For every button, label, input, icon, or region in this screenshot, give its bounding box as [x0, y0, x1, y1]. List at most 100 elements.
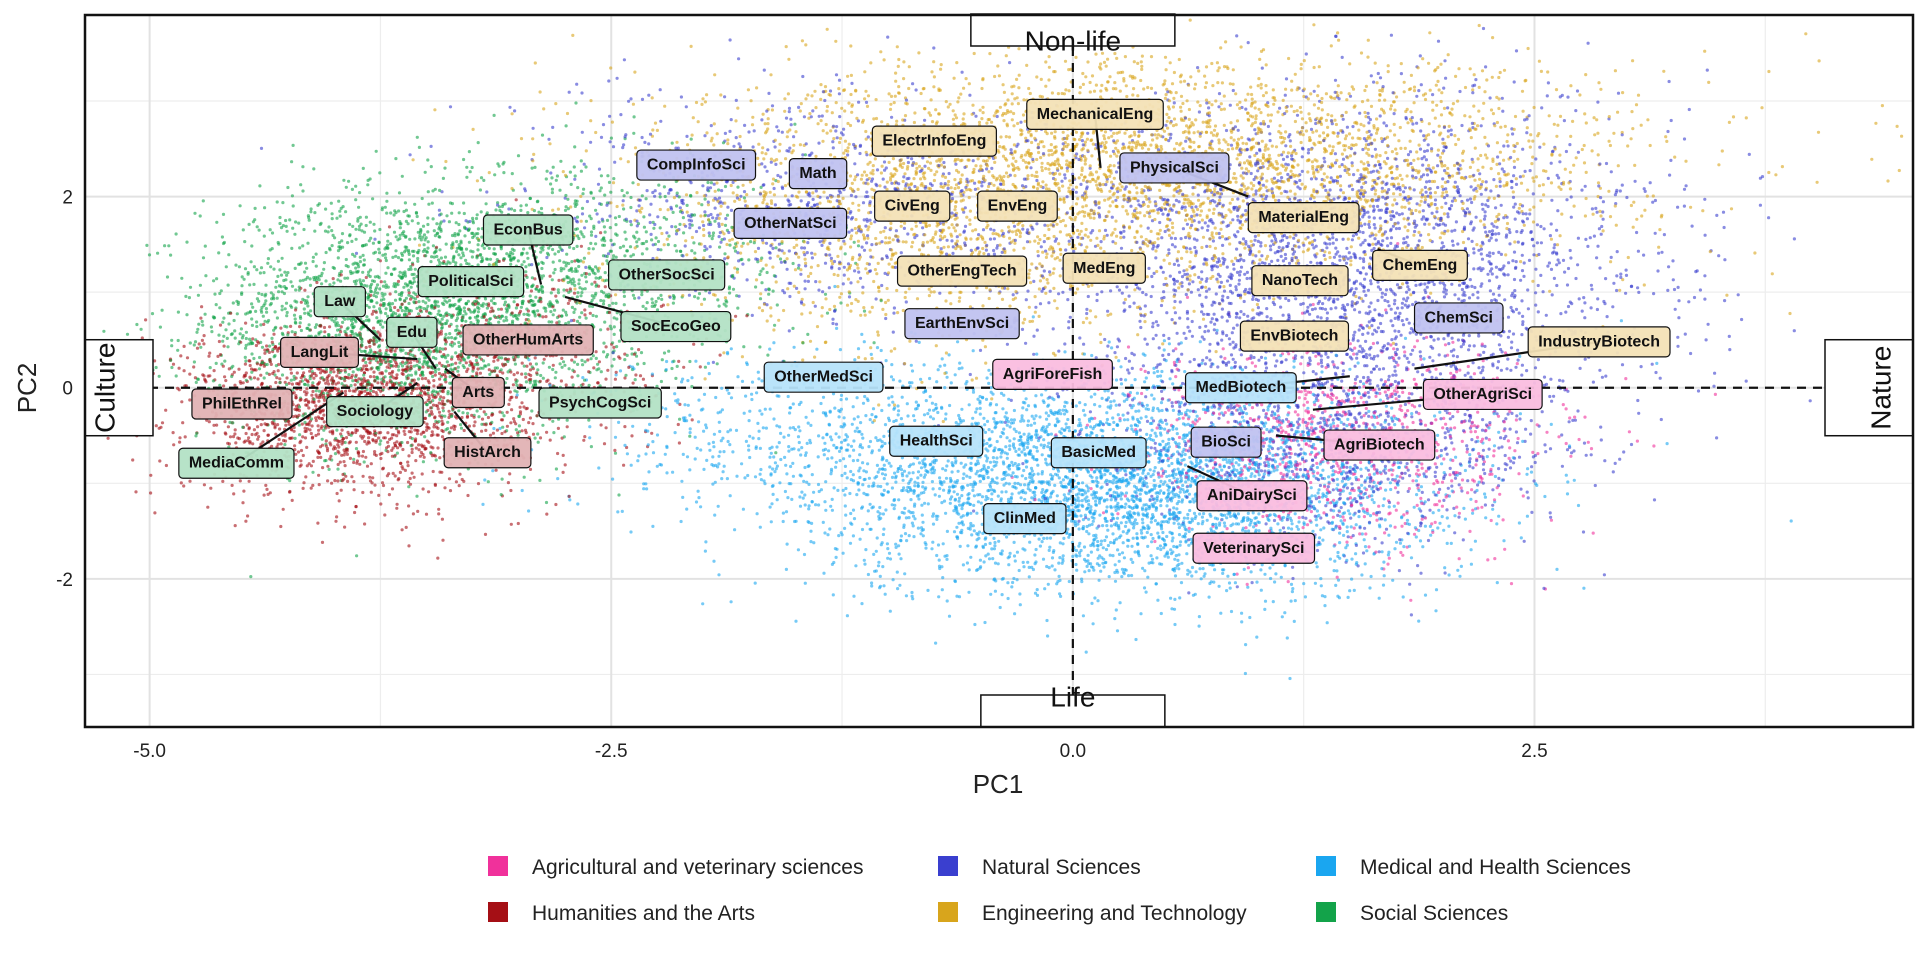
- scatter-point: [786, 268, 789, 271]
- scatter-point: [311, 437, 314, 440]
- scatter-point: [1166, 120, 1169, 123]
- scatter-point: [433, 229, 436, 232]
- scatter-point: [1146, 275, 1149, 278]
- scatter-point: [1175, 507, 1178, 510]
- scatter-point: [1541, 410, 1544, 413]
- scatter-point: [1636, 440, 1639, 443]
- scatter-point: [459, 256, 462, 259]
- scatter-point: [1289, 476, 1292, 479]
- scatter-point: [562, 170, 565, 173]
- scatter-point: [1238, 412, 1241, 415]
- scatter-point: [993, 253, 996, 256]
- scatter-point: [1644, 190, 1647, 193]
- scatter-point: [1002, 428, 1005, 431]
- scatter-point: [896, 470, 899, 473]
- scatter-point: [905, 240, 908, 243]
- scatter-point: [1569, 84, 1572, 87]
- scatter-point: [1049, 290, 1052, 293]
- scatter-point: [539, 436, 542, 439]
- scatter-point: [1506, 133, 1509, 136]
- scatter-point: [1527, 496, 1530, 499]
- scatter-point: [1520, 536, 1523, 539]
- scatter-point: [968, 223, 971, 226]
- scatter-point: [1301, 170, 1304, 173]
- scatter-point: [521, 489, 524, 492]
- scatter-point: [972, 159, 975, 162]
- scatter-point: [1124, 55, 1127, 58]
- scatter-point: [1486, 455, 1489, 458]
- scatter-point: [1492, 112, 1495, 115]
- scatter-point: [1209, 469, 1212, 472]
- scatter-point: [837, 87, 840, 90]
- scatter-point: [1177, 264, 1180, 267]
- scatter-point: [1290, 80, 1293, 83]
- scatter-point: [788, 147, 791, 150]
- scatter-point: [1342, 369, 1345, 372]
- scatter-point: [1632, 201, 1635, 204]
- scatter-point: [332, 370, 335, 373]
- scatter-point: [1408, 474, 1411, 477]
- scatter-point: [1383, 99, 1386, 102]
- scatter-point: [395, 507, 398, 510]
- scatter-point: [919, 474, 922, 477]
- scatter-point: [459, 423, 462, 426]
- scatter-point: [1044, 458, 1047, 461]
- scatter-point: [1354, 552, 1357, 555]
- scatter-point: [838, 115, 841, 118]
- scatter-point: [1230, 610, 1233, 613]
- scatter-point: [742, 508, 745, 511]
- scatter-point: [1355, 287, 1358, 290]
- scatter-point: [1426, 173, 1429, 176]
- scatter-point: [1397, 330, 1400, 333]
- scatter-point: [1515, 183, 1518, 186]
- scatter-point: [1660, 418, 1663, 421]
- scatter-point: [308, 370, 311, 373]
- scatter-point: [1526, 217, 1529, 220]
- scatter-point: [852, 439, 855, 442]
- scatter-point: [953, 77, 956, 80]
- scatter-point: [1011, 118, 1014, 121]
- scatter-point: [889, 465, 892, 468]
- scatter-point: [995, 403, 998, 406]
- scatter-point: [1167, 556, 1170, 559]
- scatter-point: [255, 344, 258, 347]
- scatter-point: [1189, 247, 1192, 250]
- scatter-point: [424, 171, 427, 174]
- scatter-point: [1113, 399, 1116, 402]
- scatter-point: [1098, 206, 1101, 209]
- scatter-point: [433, 108, 436, 111]
- scatter-point: [459, 335, 462, 338]
- scatter-point: [969, 528, 972, 531]
- scatter-point: [1078, 91, 1081, 94]
- scatter-point: [393, 231, 396, 234]
- scatter-point: [1471, 466, 1474, 469]
- scatter-point: [1177, 286, 1180, 289]
- scatter-point: [188, 398, 191, 401]
- scatter-point: [271, 348, 274, 351]
- scatter-point: [1054, 424, 1057, 427]
- scatter-point: [870, 506, 873, 509]
- scatter-point: [1302, 250, 1305, 253]
- scatter-point: [341, 429, 344, 432]
- scatter-point: [1286, 155, 1289, 158]
- scatter-point: [327, 382, 330, 385]
- scatter-point: [1048, 549, 1051, 552]
- scatter-point: [748, 435, 751, 438]
- scatter-point: [1035, 353, 1038, 356]
- scatter-point: [784, 184, 787, 187]
- scatter-point: [1229, 587, 1232, 590]
- scatter-point: [1098, 229, 1101, 232]
- scatter-point: [1387, 551, 1390, 554]
- scatter-point: [355, 252, 358, 255]
- scatter-point: [1214, 99, 1217, 102]
- scatter-point: [442, 396, 445, 399]
- scatter-point: [311, 484, 314, 487]
- scatter-point: [1058, 476, 1061, 479]
- scatter-point: [659, 248, 662, 251]
- scatter-point: [812, 301, 815, 304]
- scatter-point: [1547, 177, 1550, 180]
- scatter-point: [1067, 326, 1070, 329]
- scatter-point: [1161, 409, 1164, 412]
- scatter-point: [1362, 290, 1365, 293]
- scatter-point: [1078, 138, 1081, 141]
